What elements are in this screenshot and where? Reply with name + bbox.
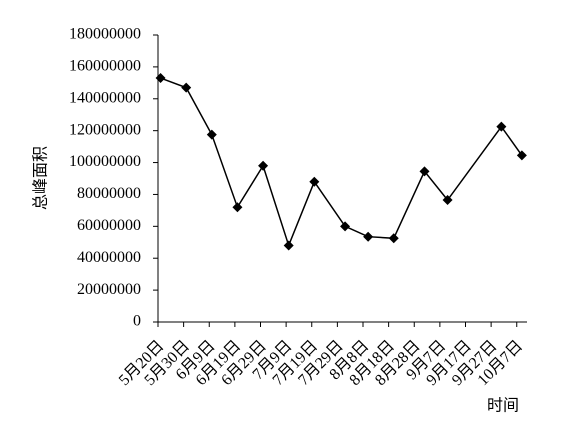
y-tick-label: 100000000 <box>69 153 141 170</box>
marker <box>283 240 294 251</box>
y-tick-label: 160000000 <box>69 58 141 75</box>
marker <box>340 221 351 232</box>
marker <box>419 166 430 177</box>
y-tick-label: 140000000 <box>69 89 141 106</box>
y-tick-label: 120000000 <box>69 121 141 138</box>
marker <box>206 129 217 140</box>
marker <box>258 160 269 171</box>
x-axis-label: 时间 <box>487 397 519 415</box>
y-tick-label: 40000000 <box>77 249 141 266</box>
marker <box>388 233 399 244</box>
y-tick-label: 60000000 <box>77 217 141 234</box>
y-axis-label: 总峰面积 <box>32 146 50 210</box>
marker <box>309 176 320 187</box>
marker <box>155 73 166 84</box>
line <box>160 77 523 248</box>
marker <box>516 150 527 161</box>
y-tick-label: 20000000 <box>77 281 141 298</box>
marker <box>442 195 453 206</box>
marker <box>232 202 243 213</box>
marker <box>363 231 374 242</box>
y-tick-label: 0 <box>133 313 141 330</box>
y-tick-label: 80000000 <box>77 185 141 202</box>
marker <box>181 82 192 93</box>
y-tick-label: 180000000 <box>69 26 141 43</box>
marker <box>496 121 507 132</box>
